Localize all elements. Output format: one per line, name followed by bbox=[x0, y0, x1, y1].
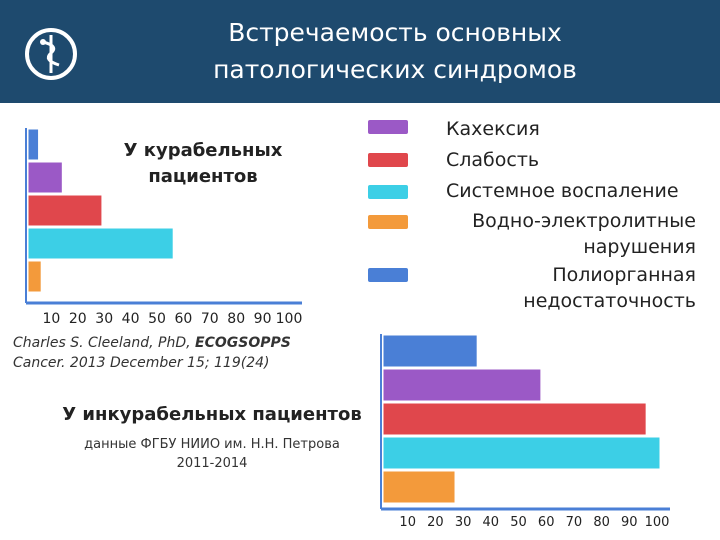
chart2-tick-label: 50 bbox=[510, 515, 527, 530]
legend-swatch-cachexia bbox=[368, 120, 408, 134]
chart2-title: У инкурабельных пациентов bbox=[62, 404, 362, 425]
chart1-tick-label: 60 bbox=[174, 311, 192, 327]
chart1-title: У курабельных пациентов bbox=[123, 140, 283, 187]
chart1-tick-label: 100 bbox=[276, 311, 303, 327]
legend-swatch-electrolyte bbox=[368, 215, 408, 229]
legend-swatch-organ-failure bbox=[368, 268, 408, 282]
chart2-tick-label: 30 bbox=[455, 515, 472, 530]
chart2-tick-label: 70 bbox=[566, 515, 583, 530]
chart2-bar-1 bbox=[382, 334, 478, 368]
chart2-source: данные ФГБУ НИИО им. Н.Н. Петрова 2011-2… bbox=[84, 437, 340, 471]
chart1-bar-5 bbox=[27, 260, 42, 293]
chart1-tick-label: 90 bbox=[254, 311, 272, 327]
chart2-tick-label: 80 bbox=[593, 515, 610, 530]
slide-header: Встречаемость основных патологических си… bbox=[0, 0, 720, 103]
chart2-tick-label: 60 bbox=[538, 515, 555, 530]
slide-title: Встречаемость основных патологических си… bbox=[213, 18, 577, 84]
chart1-tick-label: 20 bbox=[69, 311, 87, 327]
chart1-bar-3 bbox=[27, 194, 103, 227]
legend-label-electrolyte: Водно-электролитные нарушения bbox=[472, 210, 696, 258]
legend-swatch-inflammation bbox=[368, 185, 408, 199]
chart2-tick-label: 10 bbox=[399, 515, 416, 530]
chart2-bar-4 bbox=[382, 436, 661, 470]
chart1-tick-label: 10 bbox=[42, 311, 60, 327]
chart1-tick-label: 40 bbox=[122, 311, 140, 327]
citation-journal: Cancer. 2013 December 15; 119(24) bbox=[13, 355, 270, 371]
citation: Charles S. Cleeland, PhD, ECOGSOPPS Canc… bbox=[13, 333, 343, 373]
legend-label-cachexia: Кахексия bbox=[446, 118, 540, 140]
chart1-tick-label: 50 bbox=[148, 311, 166, 327]
chart2-tick-label: 40 bbox=[483, 515, 500, 530]
chart1-bar-1 bbox=[27, 128, 40, 161]
citation-authors: Charles S. Cleeland, PhD, bbox=[13, 335, 196, 351]
chart2-bar-3 bbox=[382, 402, 647, 436]
chart1-bar-4 bbox=[27, 227, 174, 260]
chart2-tick-label: 20 bbox=[427, 515, 444, 530]
legend-swatch-weakness bbox=[368, 153, 408, 167]
legend-label-inflammation: Системное воспаление bbox=[446, 180, 679, 202]
chart2-tick-label: 100 bbox=[645, 515, 670, 530]
citation-bold: ECOGSOPPS bbox=[195, 335, 291, 351]
chart1-tick-label: 80 bbox=[227, 311, 245, 327]
chart1-bar-2 bbox=[27, 161, 63, 194]
legend-label-organ-failure: Полиорганная недостаточность bbox=[523, 264, 696, 312]
chart2-bar-5 bbox=[382, 470, 456, 504]
chart2-bar-2 bbox=[382, 368, 542, 402]
caduceus-icon bbox=[25, 28, 77, 80]
legend-label-weakness: Слабость bbox=[446, 149, 540, 171]
chart1-tick-label: 70 bbox=[201, 311, 219, 327]
chart2-tick-label: 90 bbox=[621, 515, 638, 530]
chart1-tick-label: 30 bbox=[95, 311, 113, 327]
